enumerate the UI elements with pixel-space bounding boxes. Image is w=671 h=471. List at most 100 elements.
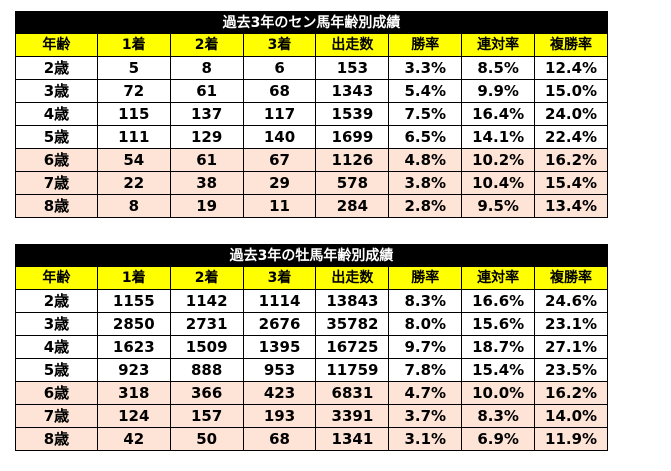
table-row: 4歳 115 137 117 1539 7.5% 16.4% 24.0% [15, 102, 608, 126]
table-cell: 7.8% [388, 358, 463, 382]
table-row: 8歳 8 19 11 284 2.8% 9.5% 13.4% [15, 194, 608, 218]
table-cell: 9.5% [461, 194, 536, 218]
age-cell: 2歳 [15, 56, 98, 80]
table-cell: 61 [169, 79, 244, 103]
table-cell: 6831 [315, 381, 390, 405]
age-cell: 8歳 [15, 194, 98, 218]
table-cell: 16.2% [534, 148, 608, 172]
table-cell: 1341 [315, 427, 390, 451]
age-cell: 7歳 [15, 404, 98, 428]
table-cell: 6.9% [461, 427, 536, 451]
table-cell: 27.1% [534, 335, 608, 359]
table-cell: 923 [96, 358, 171, 382]
table-row: 8歳 42 50 68 1341 3.1% 6.9% 11.9% [15, 427, 608, 451]
table-cell: 1142 [169, 289, 244, 313]
header-cell: 勝率 [388, 266, 463, 290]
table-row: 6歳 318 366 423 6831 4.7% 10.0% 16.2% [15, 381, 608, 405]
table-cell: 8.0% [388, 312, 463, 336]
table-cell: 15.0% [534, 79, 608, 103]
age-cell: 2歳 [15, 289, 98, 313]
table-row: 5歳 111 129 140 1699 6.5% 14.1% 22.4% [15, 125, 608, 149]
table-cell: 117 [242, 102, 317, 126]
table-cell: 23.5% [534, 358, 608, 382]
table-cell: 4.8% [388, 148, 463, 172]
table-cell: 11759 [315, 358, 390, 382]
table-cell: 3391 [315, 404, 390, 428]
header-cell: 2着 [169, 266, 244, 290]
table-cell: 6.5% [388, 125, 463, 149]
table-cell: 1343 [315, 79, 390, 103]
table-cell: 11 [242, 194, 317, 218]
age-cell: 5歳 [15, 125, 98, 149]
table-cell: 888 [169, 358, 244, 382]
table-cell: 3.8% [388, 171, 463, 195]
table-cell: 578 [315, 171, 390, 195]
table-cell: 137 [169, 102, 244, 126]
gelding-stats-table: 過去3年のセン馬年齢別成績 年齢 1着 2着 3着 出走数 勝率 連対率 複勝率… [15, 11, 608, 218]
table-cell: 9.9% [461, 79, 536, 103]
age-cell: 3歳 [15, 79, 98, 103]
table-cell: 54 [96, 148, 171, 172]
table-cell: 13.4% [534, 194, 608, 218]
table-row: 3歳 72 61 68 1343 5.4% 9.9% 15.0% [15, 79, 608, 103]
table-cell: 2676 [242, 312, 317, 336]
table-cell: 19 [169, 194, 244, 218]
header-cell: 1着 [96, 33, 171, 57]
table-cell: 15.6% [461, 312, 536, 336]
stats-grid: 年齢 1着 2着 3着 出走数 勝率 連対率 複勝率 2歳 1155 1142 … [15, 266, 608, 451]
table-cell: 3.1% [388, 427, 463, 451]
header-cell: 複勝率 [534, 266, 608, 290]
table-cell: 1395 [242, 335, 317, 359]
table-cell: 3.7% [388, 404, 463, 428]
table-cell: 124 [96, 404, 171, 428]
table-cell: 1114 [242, 289, 317, 313]
table-row: 6歳 54 61 67 1126 4.8% 10.2% 16.2% [15, 148, 608, 172]
table-cell: 72 [96, 79, 171, 103]
table-cell: 140 [242, 125, 317, 149]
header-cell: 勝率 [388, 33, 463, 57]
table-cell: 111 [96, 125, 171, 149]
header-cell: 連対率 [461, 266, 536, 290]
table-row: 5歳 923 888 953 11759 7.8% 15.4% 23.5% [15, 358, 608, 382]
table-cell: 24.6% [534, 289, 608, 313]
table-cell: 1509 [169, 335, 244, 359]
table-cell: 115 [96, 102, 171, 126]
table-cell: 284 [315, 194, 390, 218]
table-row: 7歳 124 157 193 3391 3.7% 8.3% 14.0% [15, 404, 608, 428]
table-cell: 35782 [315, 312, 390, 336]
table-row: 2歳 5 8 6 153 3.3% 8.5% 12.4% [15, 56, 608, 80]
table-title: 過去3年の牡馬年齢別成績 [15, 244, 608, 266]
header-cell: 3着 [242, 266, 317, 290]
table-row: 4歳 1623 1509 1395 16725 9.7% 18.7% 27.1% [15, 335, 608, 359]
table-cell: 8.3% [461, 404, 536, 428]
table-cell: 129 [169, 125, 244, 149]
header-cell: 2着 [169, 33, 244, 57]
table-row: 3歳 2850 2731 2676 35782 8.0% 15.6% 23.1% [15, 312, 608, 336]
table-cell: 5.4% [388, 79, 463, 103]
table-cell: 16.2% [534, 381, 608, 405]
table-cell: 8.5% [461, 56, 536, 80]
header-cell: 複勝率 [534, 33, 608, 57]
table-cell: 22.4% [534, 125, 608, 149]
table-cell: 1539 [315, 102, 390, 126]
table-cell: 42 [96, 427, 171, 451]
age-cell: 6歳 [15, 381, 98, 405]
table-cell: 14.1% [461, 125, 536, 149]
table-cell: 13843 [315, 289, 390, 313]
header-row: 年齢 1着 2着 3着 出走数 勝率 連対率 複勝率 [15, 33, 608, 57]
header-row: 年齢 1着 2着 3着 出走数 勝率 連対率 複勝率 [15, 266, 608, 290]
age-cell: 4歳 [15, 102, 98, 126]
table-cell: 8 [169, 56, 244, 80]
age-cell: 6歳 [15, 148, 98, 172]
age-cell: 4歳 [15, 335, 98, 359]
table-cell: 2.8% [388, 194, 463, 218]
header-cell: 年齢 [15, 33, 98, 57]
table-cell: 67 [242, 148, 317, 172]
table-cell: 2731 [169, 312, 244, 336]
table-cell: 50 [169, 427, 244, 451]
table-row: 7歳 22 38 29 578 3.8% 10.4% 15.4% [15, 171, 608, 195]
stats-grid: 年齢 1着 2着 3着 出走数 勝率 連対率 複勝率 2歳 5 8 6 153 … [15, 33, 608, 218]
table-cell: 61 [169, 148, 244, 172]
table-cell: 18.7% [461, 335, 536, 359]
header-cell: 連対率 [461, 33, 536, 57]
